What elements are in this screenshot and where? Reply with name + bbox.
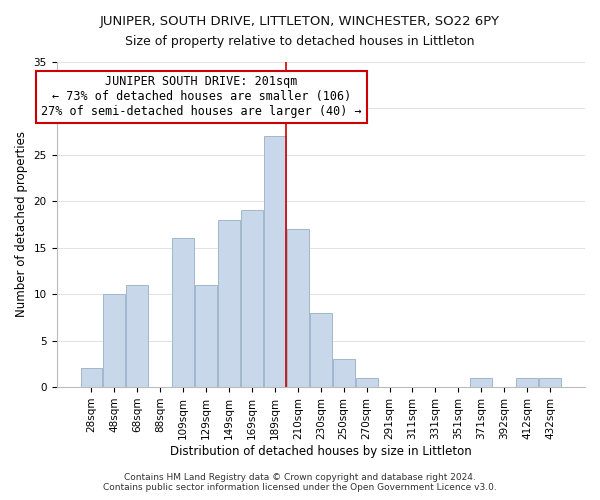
Bar [195, 285, 217, 387]
Bar [80, 368, 103, 387]
Text: JUNIPER, SOUTH DRIVE, LITTLETON, WINCHESTER, SO22 6PY: JUNIPER, SOUTH DRIVE, LITTLETON, WINCHES… [100, 15, 500, 28]
Bar [264, 136, 286, 387]
Bar [103, 294, 125, 387]
Text: JUNIPER SOUTH DRIVE: 201sqm
← 73% of detached houses are smaller (106)
27% of se: JUNIPER SOUTH DRIVE: 201sqm ← 73% of det… [41, 76, 362, 118]
Bar [218, 220, 240, 387]
Bar [241, 210, 263, 387]
X-axis label: Distribution of detached houses by size in Littleton: Distribution of detached houses by size … [170, 444, 472, 458]
Y-axis label: Number of detached properties: Number of detached properties [15, 132, 28, 318]
Bar [127, 285, 148, 387]
Bar [287, 229, 309, 387]
Text: Contains HM Land Registry data © Crown copyright and database right 2024.
Contai: Contains HM Land Registry data © Crown c… [103, 473, 497, 492]
Bar [172, 238, 194, 387]
Text: Size of property relative to detached houses in Littleton: Size of property relative to detached ho… [125, 35, 475, 48]
Bar [516, 378, 538, 387]
Bar [356, 378, 377, 387]
Bar [310, 312, 332, 387]
Bar [333, 359, 355, 387]
Bar [539, 378, 561, 387]
Bar [470, 378, 492, 387]
